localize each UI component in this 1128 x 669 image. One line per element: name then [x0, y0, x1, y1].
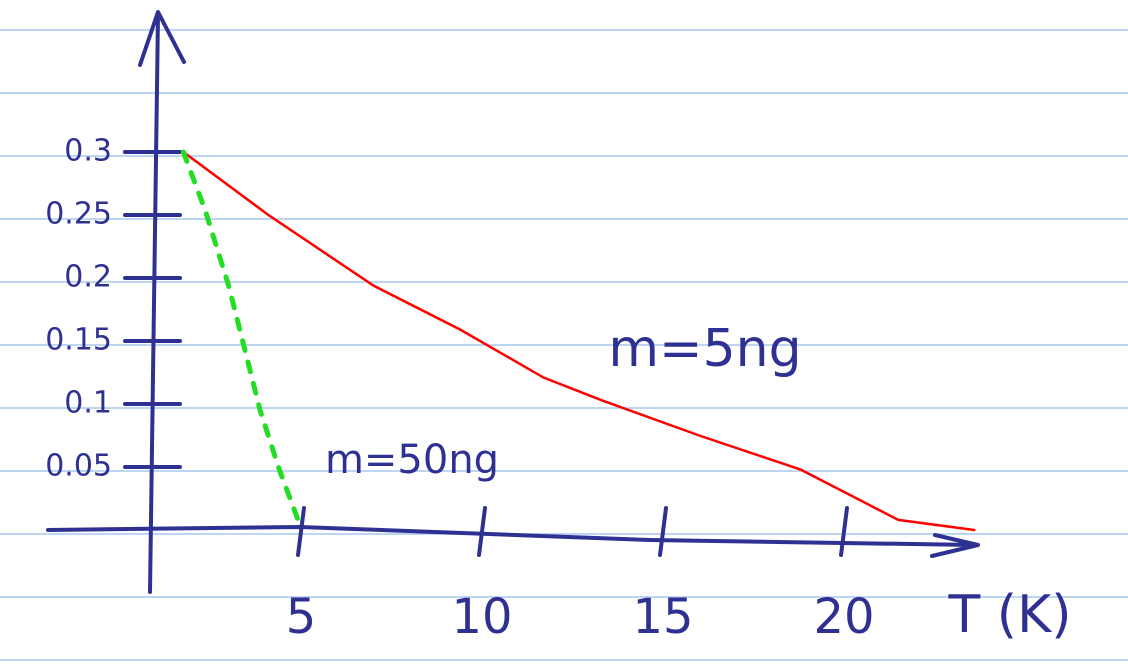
y-tick-label: 0.3: [64, 134, 112, 169]
x-tick: [479, 508, 485, 555]
x-tick: [298, 508, 304, 555]
x-tick-label: 20: [813, 589, 874, 645]
y-tick-label: 0.25: [45, 197, 112, 232]
series-label: m=5ng: [608, 319, 801, 379]
y-tick-label: 0.15: [45, 323, 112, 358]
chart: T (K) 0.05 0.1 0.15 0.2 0.25 0.3 5 10 15 20 m=5ng m…: [0, 0, 1128, 669]
ruled-paper: [0, 30, 1128, 660]
y-tick-label: 0.05: [45, 449, 112, 484]
x-tick: [660, 508, 666, 555]
x-tick-label: 15: [632, 589, 693, 645]
series-line: [183, 152, 300, 525]
x-axis: [48, 527, 978, 556]
y-tick-label: 0.2: [64, 260, 112, 295]
x-axis-label: T (K): [948, 585, 1072, 645]
x-tick-label: 5: [286, 589, 317, 645]
y-tick-label: 0.1: [64, 386, 112, 421]
series-line: [183, 152, 974, 530]
x-tick-label: 10: [451, 589, 512, 645]
y-axis: [140, 12, 184, 592]
series-label: m=50ng: [325, 437, 499, 483]
x-tick: [841, 508, 847, 555]
